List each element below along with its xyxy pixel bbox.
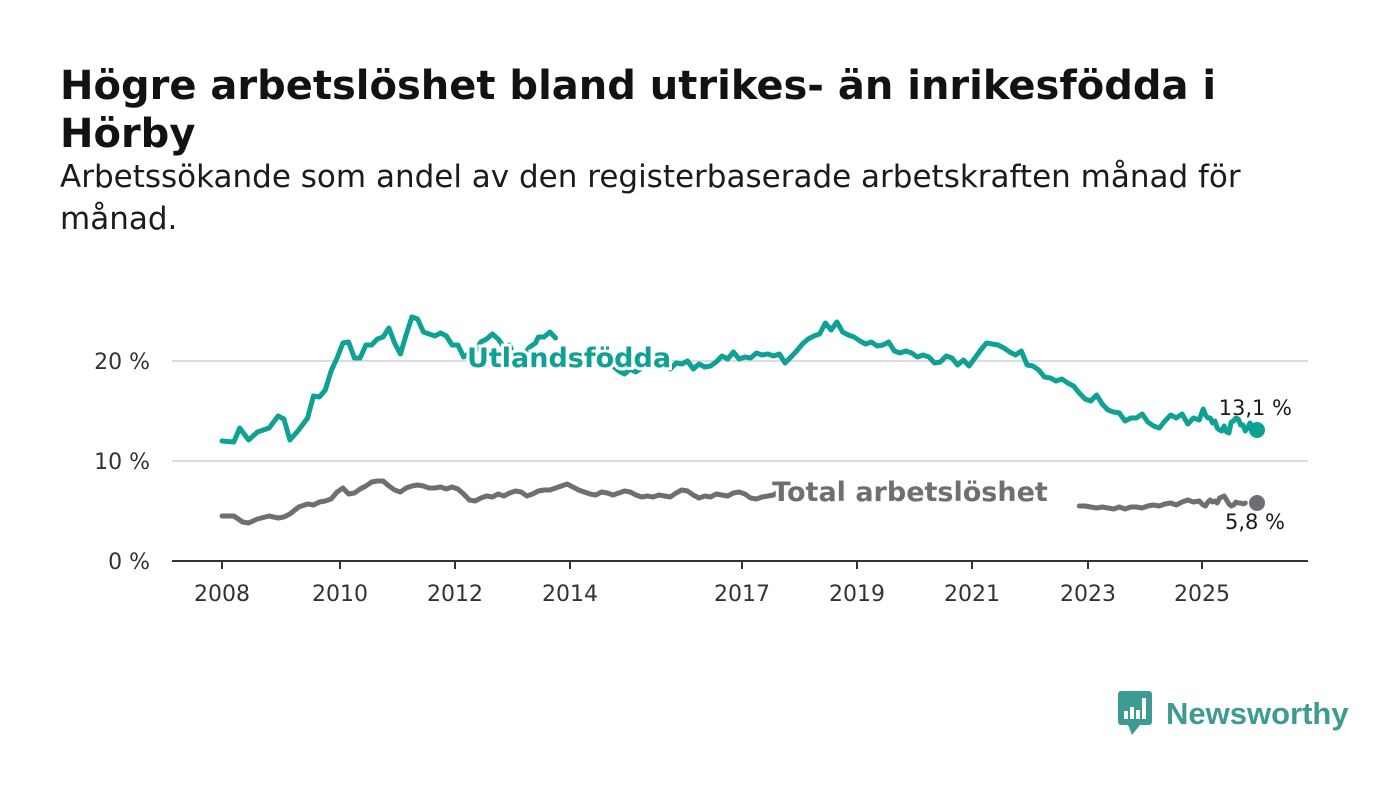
x-tick-label: 2021 — [944, 582, 1000, 607]
x-tick-label: 2010 — [312, 582, 368, 607]
x-tick-label: 2023 — [1060, 582, 1116, 607]
labels: 13,1 % 5,8 % Utlandsfödda Total arbetslöshe… — [464, 340, 1292, 534]
series-line-utlandsfodda — [219, 314, 559, 445]
y-tick-label: 10 % — [94, 450, 150, 475]
axes: 0 % 10 % 20 % 2008 2010 2012 2014 2017 2019 2021 2… — [94, 350, 1308, 607]
y-tick-label: 0 % — [108, 550, 150, 575]
x-tick-label: 2014 — [542, 582, 598, 607]
series-line-total — [1076, 493, 1248, 512]
series-line-utlandsfodda — [610, 319, 1260, 436]
x-tick-label: 2019 — [829, 582, 885, 607]
series-line-total — [219, 478, 814, 526]
series-lines — [219, 314, 1265, 526]
annotation-total: Total arbetslöshet — [772, 477, 1048, 508]
y-tick-label: 20 % — [94, 350, 150, 375]
annotation-utlandsfodda: Utlandsfödda — [467, 343, 671, 374]
x-tick-label: 2025 — [1174, 582, 1230, 607]
brand-name: Newsworthy — [1166, 696, 1349, 731]
x-tick-label: 2008 — [194, 582, 250, 607]
x-tick-label: 2012 — [427, 582, 483, 607]
newsworthy-icon — [1118, 691, 1152, 735]
chart-title: Högre arbetslöshet bland utrikes- än inr… — [60, 63, 1217, 157]
series-end-point — [1249, 422, 1265, 438]
series-end-label: 13,1 % — [1219, 396, 1292, 420]
chart-subtitle: Arbetssökande som andel av den registerb… — [60, 159, 1241, 237]
newsworthy-logo: Newsworthy — [1118, 690, 1349, 738]
x-tick-label: 2017 — [714, 582, 770, 607]
series-end-label: 5,8 % — [1225, 510, 1285, 534]
gridlines — [172, 360, 1308, 462]
series-end-point — [1249, 495, 1265, 511]
